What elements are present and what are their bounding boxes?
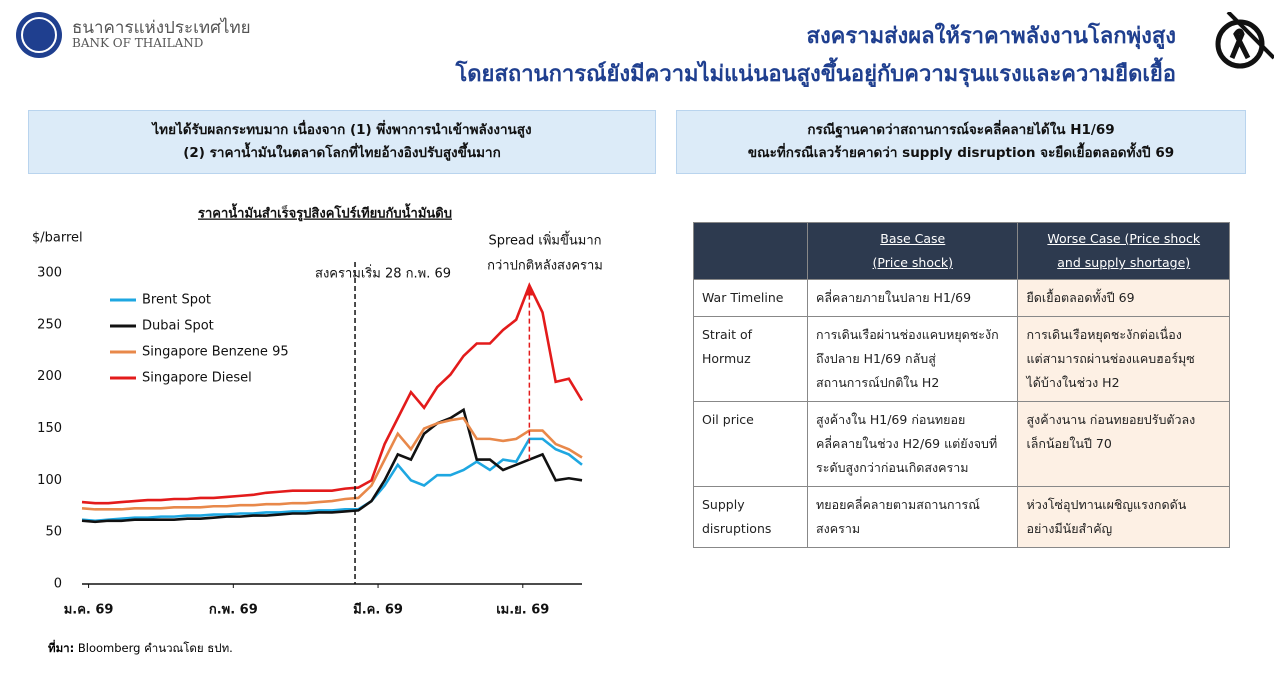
header-text: Base Case — [880, 231, 946, 246]
table-cell: การเดินเรือผ่านช่องแคบหยุดชะงักถึงปลาย H… — [807, 316, 1019, 402]
cell-text: ยืดเยื้อตลอดทั้งปี 69 — [1026, 290, 1135, 305]
panel-text: ขณะที่กรณีเลวร้ายคาดว่า supply disruptio… — [747, 145, 1175, 161]
cell-text: สถานการณ์ปกติใน H2 — [816, 375, 940, 390]
x-tick-label: เม.ย. 69 — [496, 603, 549, 618]
legend-label: Singapore Benzene 95 — [142, 345, 289, 360]
cell-text: แต่สามารถผ่านช่องแคบฮอร์มุซ — [1026, 351, 1195, 366]
table-row: Strait of Hormuz การเดินเรือผ่านช่องแคบหยุ… — [692, 316, 1230, 402]
table-cell: สูงค้างนาน ก่อนทยอยปรับตัวลงเล็กน้อยในปี… — [1017, 401, 1230, 487]
chart-title: ราคาน้ำมันสำเร็จรูปสิงคโปร์เทียบกับน้ำมั… — [198, 203, 452, 222]
table-cell: Supply disruptions — [692, 486, 809, 548]
y-axis-label: $/barrel — [32, 231, 83, 246]
y-tick-label: 50 — [45, 525, 62, 540]
cell-text: ห่วงโซ่อุปทานเผชิญแรงกดดัน — [1026, 497, 1187, 512]
panel: ไทยได้รับผลกระทบมาก เนื่องจาก (1) พึ่งพา… — [28, 110, 656, 174]
cell-text: Oil price — [702, 412, 754, 427]
table-cell: ทยอยคลี่คลายตามสถานการณ์สงคราม — [807, 486, 1019, 548]
annotation: กว่าปกติหลังสงคราม — [487, 259, 603, 274]
header-line: and supply shortage) — [1022, 251, 1225, 275]
bank-name-en: BANK OF THAILAND — [72, 36, 204, 50]
panel-text: ไทยได้รับผลกระทบมาก เนื่องจาก (1) พึ่งพา… — [152, 122, 532, 138]
ribbon-icon — [1215, 12, 1274, 69]
legend-label: Singapore Diesel — [142, 371, 252, 386]
cell-text: disruptions — [702, 521, 772, 536]
header-line: (Price shock) — [812, 251, 1013, 275]
source-text: Bloomberg คำนวณโดย ธปท. — [77, 641, 233, 655]
table: Base Case (Price shock) Worse Case (Price … — [692, 222, 1230, 548]
table-cell: ยืดเยื้อตลอดทั้งปี 69 — [1017, 279, 1230, 317]
cell-text: คลี่คลายในช่วง H2/69 แต่ยังจบที่ — [816, 436, 998, 451]
source: ที่มา: Bloomberg คำนวณโดย ธปท. — [48, 640, 233, 658]
header-cell — [692, 222, 809, 280]
y-tick-label: 0 — [54, 577, 62, 592]
header-text: (Price shock) — [872, 255, 953, 270]
spread-arrowhead — [524, 285, 535, 296]
logo — [16, 12, 62, 58]
cell-text: ถึงปลาย H1/69 กลับสู่ — [816, 351, 936, 366]
y-tick-label: 100 — [37, 473, 62, 488]
legend-label: Dubai Spot — [142, 319, 214, 334]
table-cell: ห่วงโซ่อุปทานเผชิญแรงกดดันอย่างมีนัยสำคั… — [1017, 486, 1230, 548]
x-tick-label: ม.ค. 69 — [64, 603, 114, 618]
chart: ราคาน้ำมันสำเร็จรูปสิงคโปร์เทียบกับน้ำมั… — [32, 203, 603, 618]
header-text: and supply shortage) — [1057, 255, 1191, 270]
table-row: Supply disruptions ทยอยคลี่คลายตามสถานการณ… — [692, 486, 1230, 548]
source-label: ที่มา: — [48, 641, 75, 655]
panel-text: กรณีฐานคาดว่าสถานการณ์จะคลี่คลายได้ใน H1… — [807, 122, 1115, 138]
header-row: Base Case (Price shock) Worse Case (Price … — [692, 222, 1230, 280]
table-cell: การเดินเรือหยุดชะงักต่อเนื่องแต่สามารถผ่… — [1017, 316, 1230, 402]
cell-text: Supply — [702, 497, 745, 512]
header-text: Worse Case (Price shock — [1047, 231, 1201, 246]
annotation: Spread เพิ่มขึ้นมาก — [488, 231, 601, 249]
header-cell: Base Case (Price shock) — [807, 222, 1019, 280]
panel-text: (2) ราคาน้ำมันในตลาดโลกที่ไทยอ้างอิงปรับ… — [183, 145, 501, 161]
cell-text: ทยอยคลี่คลายตามสถานการณ์ — [816, 497, 980, 512]
x-tick-label: มี.ค. 69 — [353, 602, 403, 618]
line — [81, 437, 583, 523]
bank-name-thai: ธนาคารแห่งประเทศไทย — [72, 18, 251, 38]
header-line: Base Case — [812, 227, 1013, 251]
cell-text: Strait of — [702, 327, 753, 342]
cell-text: การเดินเรือผ่านช่องแคบหยุดชะงัก — [816, 327, 999, 342]
title: สงครามส่งผลให้ราคาพลังงานโลกพุ่งสูง — [806, 24, 1176, 49]
table-row: War Timeline คลี่คลายภายในปลาย H1/69 ยืดเย… — [692, 279, 1230, 317]
line — [81, 407, 583, 524]
table-row: Oil price สูงค้างใน H1/69 ก่อนทยอยคลี่คลา… — [692, 401, 1230, 487]
cell-text: Hormuz — [702, 351, 751, 366]
cell-text: ได้บ้างในช่วง H2 — [1026, 375, 1120, 390]
header-cell: Worse Case (Price shock and supply shorta… — [1017, 222, 1230, 280]
y-tick-label: 150 — [37, 421, 62, 436]
cell-text: สูงค้างนาน ก่อนทยอยปรับตัวลง — [1026, 412, 1196, 427]
legend-label: Brent Spot — [142, 293, 211, 308]
table-cell: War Timeline — [692, 279, 809, 317]
y-tick-label: 300 — [37, 266, 62, 281]
line — [81, 416, 583, 511]
cell-text: สงคราม — [816, 521, 861, 536]
header-line: Worse Case (Price shock — [1022, 227, 1225, 251]
table-cell: สูงค้างใน H1/69 ก่อนทยอยคลี่คลายในช่วง H… — [807, 401, 1019, 487]
table-cell: Oil price — [692, 401, 809, 487]
cell-text: อย่างมีนัยสำคัญ — [1026, 521, 1113, 536]
panel: กรณีฐานคาดว่าสถานการณ์จะคลี่คลายได้ใน H1… — [676, 110, 1246, 174]
cell-text: ระดับสูงกว่าก่อนเกิดสงคราม — [816, 460, 969, 475]
table-cell: Strait of Hormuz — [692, 316, 809, 402]
cell-text: สูงค้างใน H1/69 ก่อนทยอย — [816, 412, 966, 427]
table-cell: คลี่คลายภายในปลาย H1/69 — [807, 279, 1019, 317]
x-tick-label: ก.พ. 69 — [209, 603, 258, 618]
y-tick-label: 250 — [37, 317, 62, 332]
cell-text: การเดินเรือหยุดชะงักต่อเนื่อง — [1026, 327, 1182, 342]
cell-text: เล็กน้อยในปี 70 — [1026, 436, 1112, 451]
cell-text: คลี่คลายภายในปลาย H1/69 — [816, 290, 972, 305]
annotation: สงครามเริ่ม 28 ก.พ. 69 — [315, 265, 451, 282]
title: โดยสถานการณ์ยังมีความไม่แน่นอนสูงขึ้นอยู… — [455, 62, 1176, 87]
y-tick-label: 200 — [37, 369, 62, 384]
cell-text: War Timeline — [702, 290, 784, 305]
line — [81, 282, 584, 505]
